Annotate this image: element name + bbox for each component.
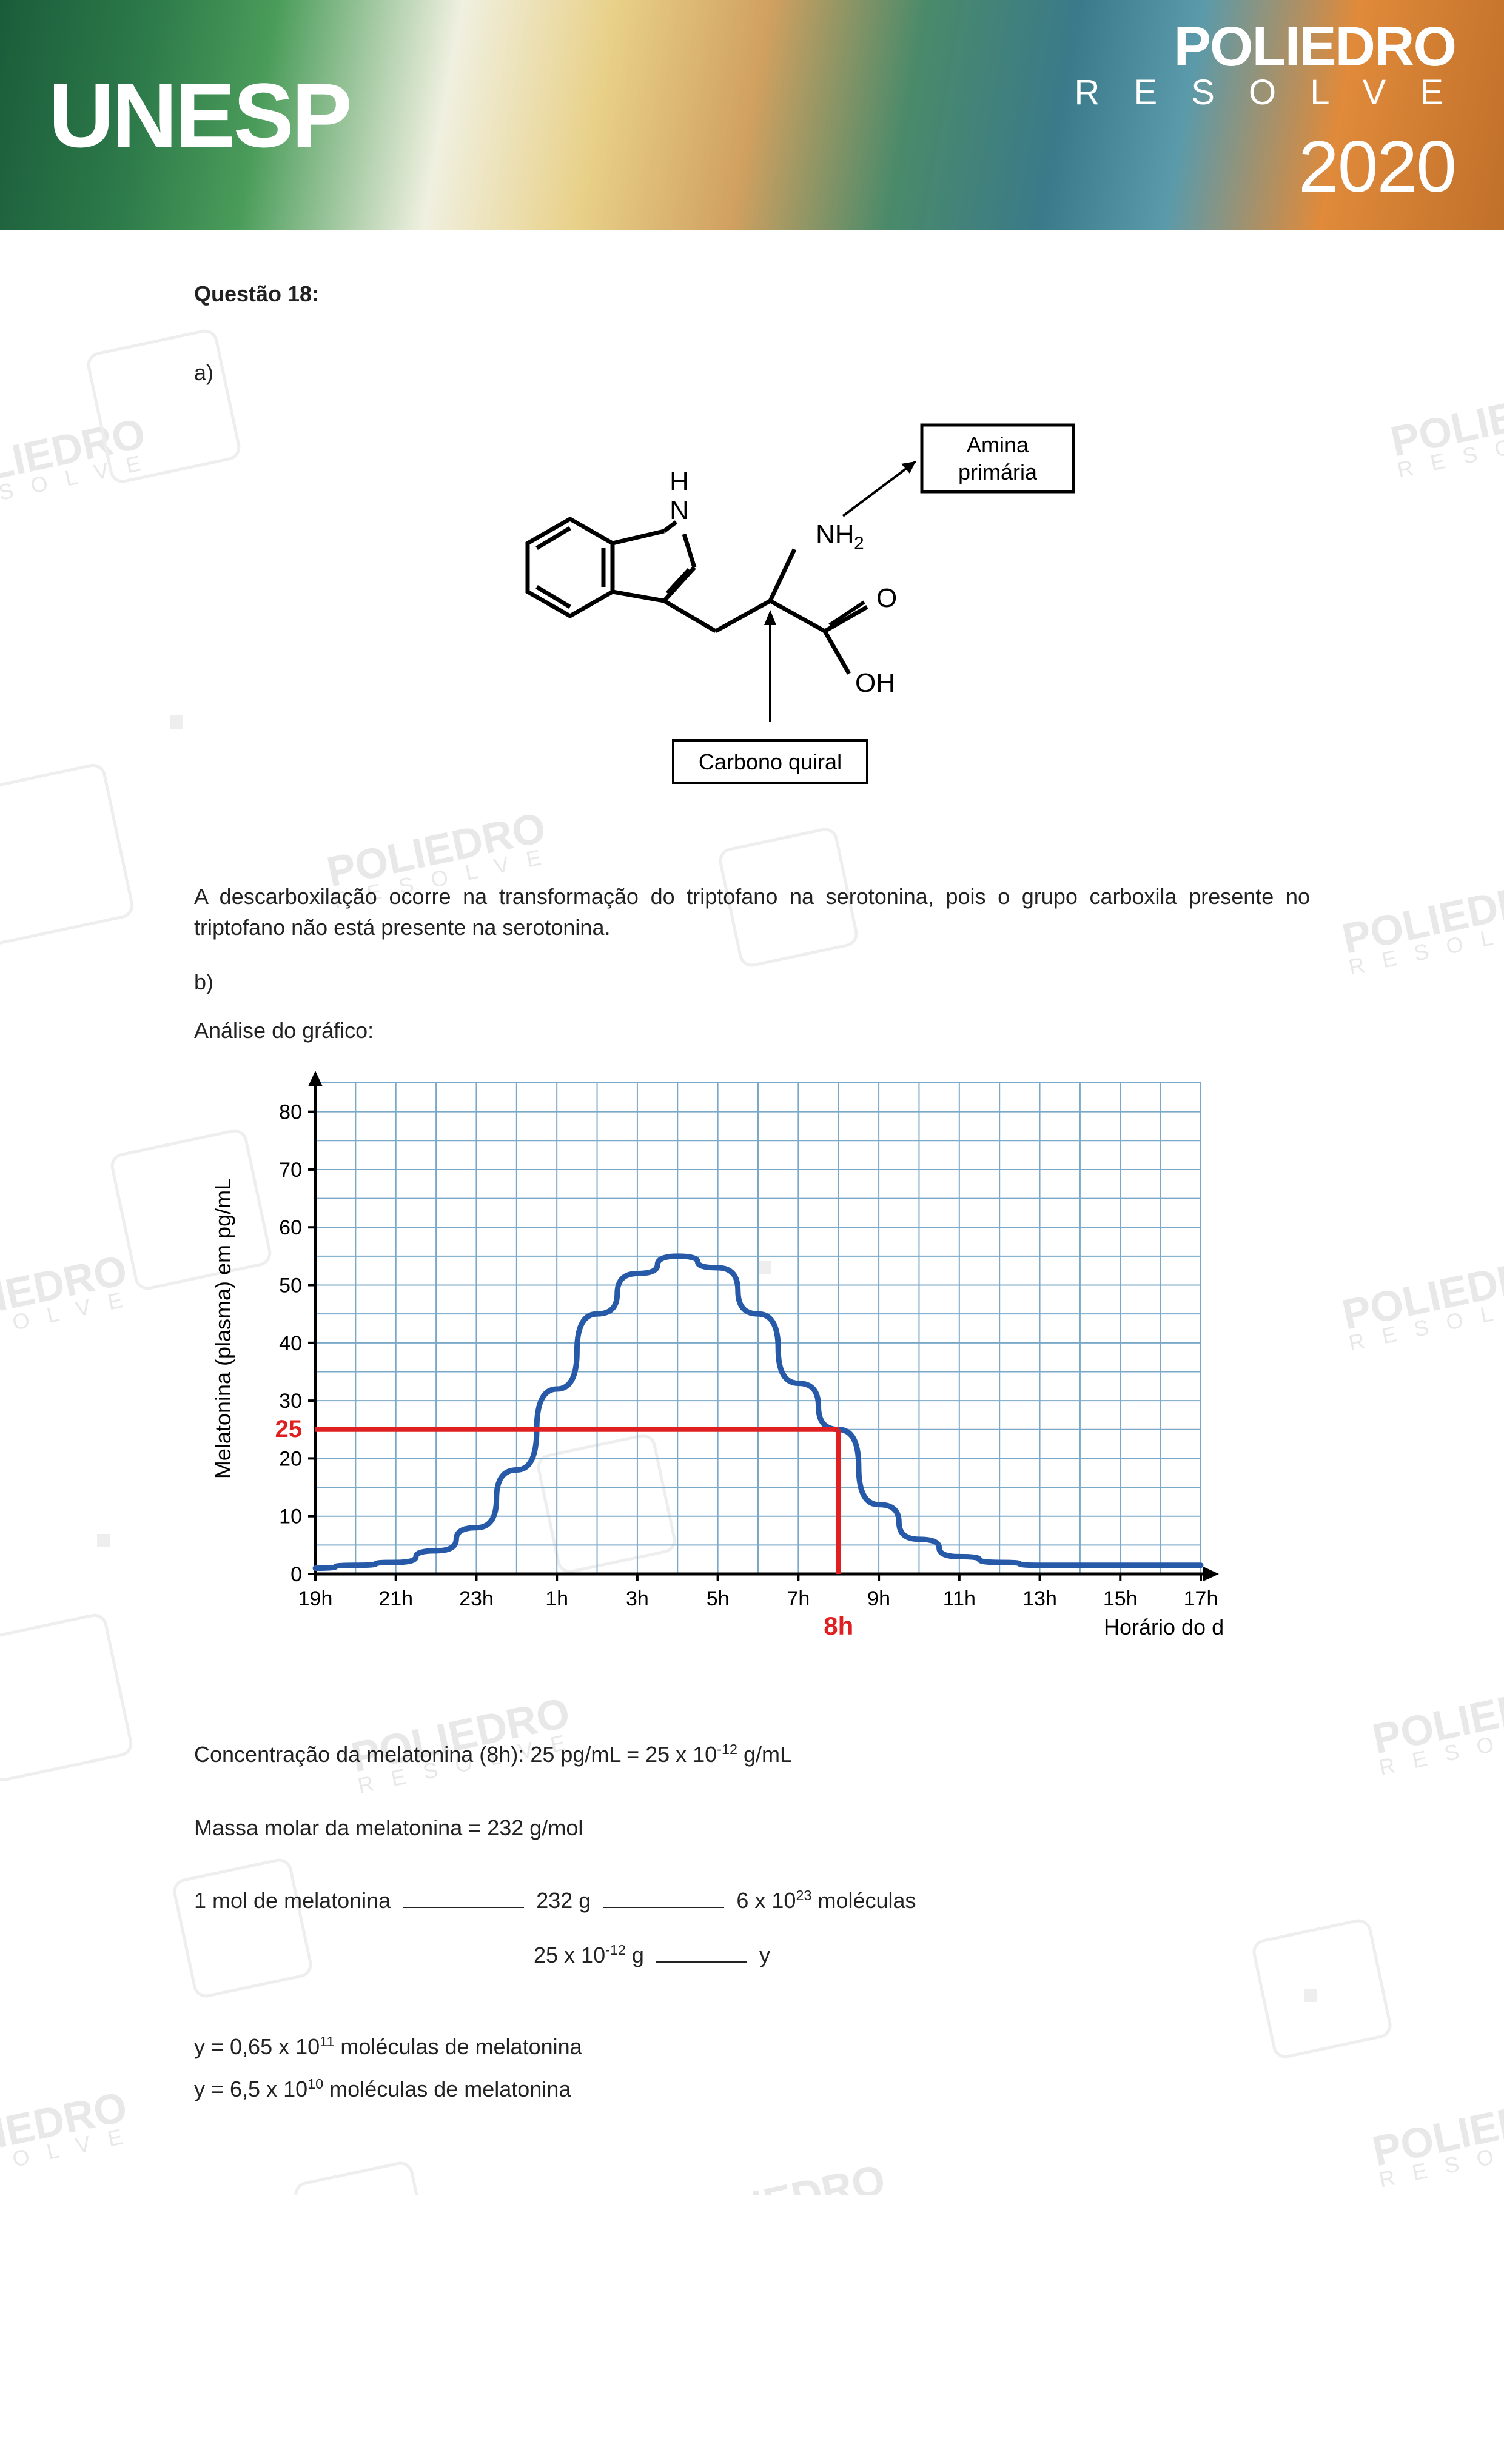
calc-concentration: Concentração da melatonina (8h): 25 pg/m… — [194, 1739, 1310, 1770]
svg-text:23h: 23h — [459, 1587, 494, 1610]
svg-text:Melatonina (plasma) em pg/mL: Melatonina (plasma) em pg/mL — [210, 1178, 235, 1479]
molecule-svg: Amina primária N H — [418, 413, 1086, 801]
chart-svg: 0 10 20 30 40 50 60 70 80 25 19h 21h 23h 1h 3h 5h 7h 9h 11… — [194, 1065, 1225, 1671]
svg-text:25: 25 — [275, 1415, 303, 1442]
svg-text:OH: OH — [855, 668, 895, 698]
svg-text:7h: 7h — [787, 1587, 810, 1610]
svg-text:N: N — [670, 495, 689, 525]
svg-text:30: 30 — [279, 1390, 302, 1413]
svg-text:17h: 17h — [1184, 1587, 1218, 1610]
part-b-label: b) — [194, 967, 1310, 997]
calc-proportion-1: 1 mol de melatonina 232 g 6 x 1023 moléc… — [194, 1886, 1310, 1916]
chiral-label: Carbono quiral — [699, 749, 842, 774]
svg-text:H: H — [670, 467, 689, 497]
svg-text:8h: 8h — [824, 1612, 853, 1640]
svg-text:NH: NH — [816, 520, 854, 549]
svg-text:primária: primária — [958, 460, 1038, 484]
exam-logo: UNESP — [49, 63, 350, 168]
brand-year: 2020 — [1074, 125, 1455, 209]
svg-text:Amina: Amina — [967, 432, 1029, 457]
svg-text:80: 80 — [279, 1100, 302, 1123]
part-a-label: a) — [194, 358, 1310, 388]
svg-text:11h: 11h — [943, 1587, 976, 1610]
svg-text:1h: 1h — [545, 1587, 568, 1610]
calc-molar-mass: Massa molar da melatonina = 232 g/mol — [194, 1813, 1310, 1843]
svg-text:5h: 5h — [707, 1587, 730, 1610]
calc-proportion-2: 25 x 10-12 g y — [194, 1940, 1310, 1970]
brand-block: POLIEDRO R E S O L V E 2020 — [1074, 22, 1455, 209]
melatonin-chart: 0 10 20 30 40 50 60 70 80 25 19h 21h 23h 1h 3h 5h 7h 9h 11… — [194, 1065, 1310, 1679]
question-title: Questão 18: — [194, 279, 1310, 309]
svg-text:9h: 9h — [867, 1587, 890, 1610]
svg-text:40: 40 — [279, 1332, 302, 1355]
svg-text:3h: 3h — [626, 1587, 649, 1610]
result-2: y = 6,5 x 1010 moléculas de melatonina — [194, 2074, 1310, 2104]
svg-text:60: 60 — [279, 1216, 302, 1239]
svg-text:70: 70 — [279, 1159, 302, 1182]
svg-text:10: 10 — [279, 1505, 302, 1528]
svg-text:2: 2 — [854, 534, 864, 554]
page-header: UNESP POLIEDRO R E S O L V E 2020 — [0, 0, 1504, 230]
svg-text:15h: 15h — [1103, 1587, 1138, 1610]
svg-text:0: 0 — [290, 1563, 302, 1586]
analysis-label: Análise do gráfico: — [194, 1016, 1310, 1046]
svg-text:20: 20 — [279, 1447, 302, 1470]
result-1: y = 0,65 x 1011 moléculas de melatonina — [194, 2032, 1310, 2062]
svg-text:21h: 21h — [378, 1587, 413, 1610]
svg-text:O: O — [876, 583, 897, 613]
page-content: Questão 18: a) Amina primária — [0, 230, 1504, 2195]
molecule-diagram: Amina primária N H — [194, 413, 1310, 809]
svg-text:Horário do dia: Horário do dia — [1104, 1615, 1225, 1639]
svg-text:50: 50 — [279, 1274, 302, 1297]
brand-name: POLIEDRO — [1074, 22, 1455, 72]
part-a-text: A descarboxilação ocorre na transformaçã… — [194, 882, 1310, 943]
brand-subtitle: R E S O L V E — [1074, 72, 1455, 113]
svg-text:13h: 13h — [1022, 1587, 1057, 1610]
svg-text:19h: 19h — [298, 1587, 333, 1610]
